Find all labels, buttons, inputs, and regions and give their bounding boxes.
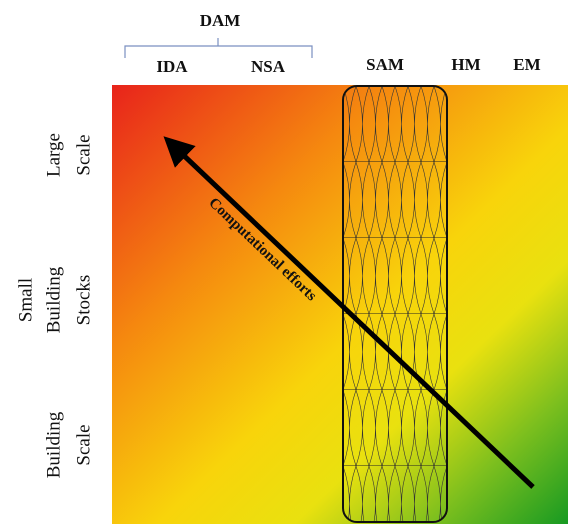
column-label: HM [451,55,480,74]
row-label: Scale [73,424,94,465]
dam-bracket [124,38,313,58]
column-label: SAM [366,55,404,74]
column-label: NSA [251,57,286,76]
sam-column [342,85,448,523]
group-label: DAM [200,11,241,30]
row-label: Stocks [73,275,94,326]
row-label: Small [15,278,36,322]
column-label: IDA [156,57,188,76]
row-label: Building [43,266,64,333]
column-label: EM [513,55,540,74]
effort-arrow [163,136,535,489]
row-label: Large [43,133,64,177]
row-label: Building [43,411,64,478]
row-label: Scale [73,134,94,175]
